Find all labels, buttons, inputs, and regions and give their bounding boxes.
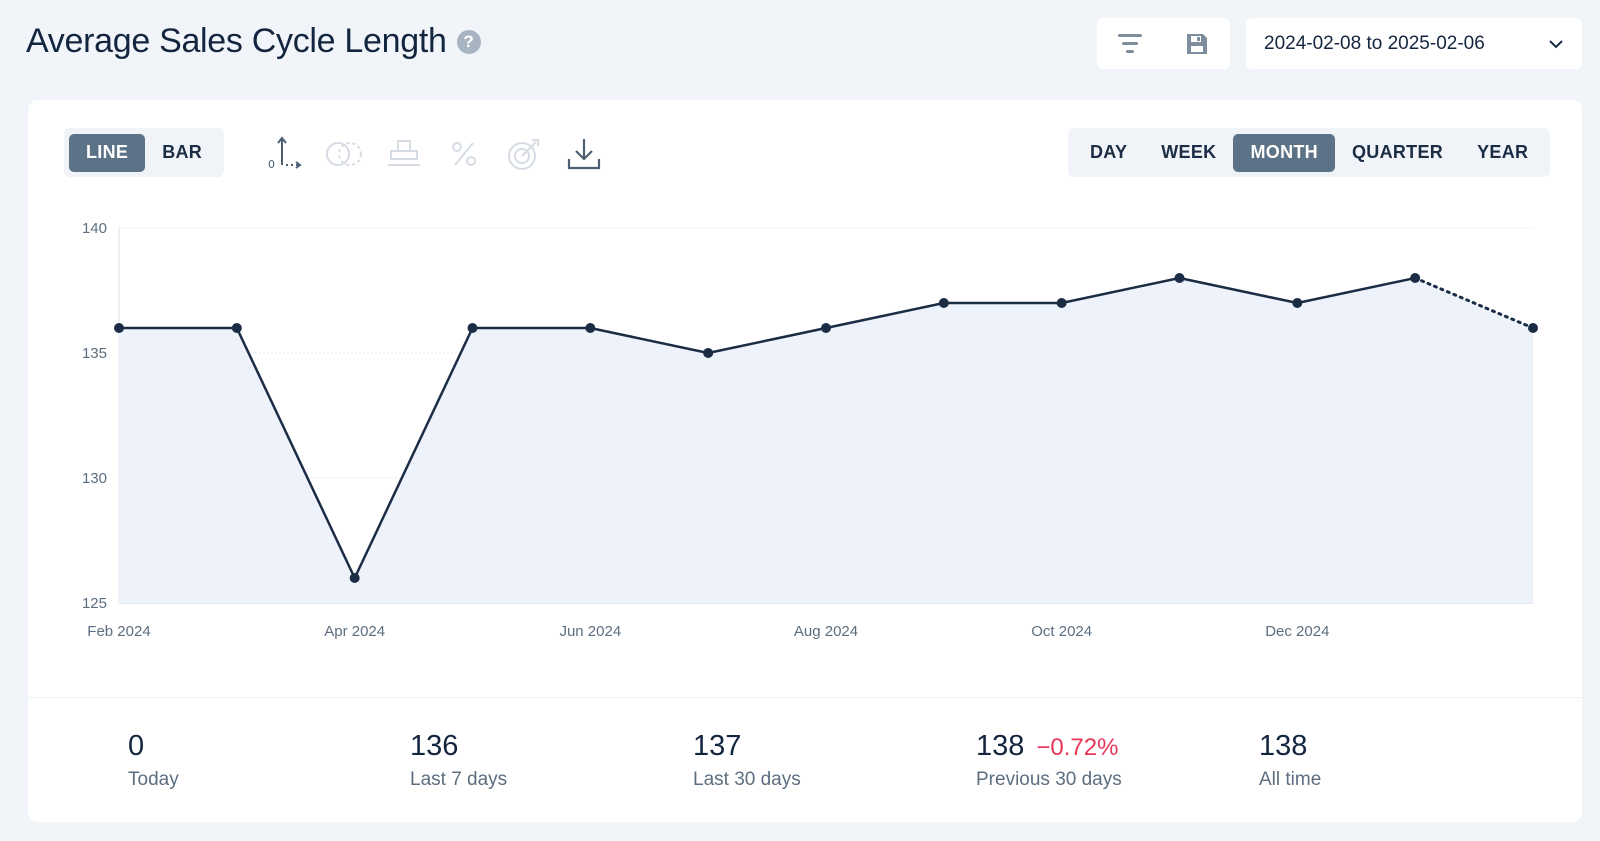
filter-icon (1118, 33, 1143, 53)
stat-value: 0 (128, 730, 145, 762)
data-point (349, 573, 360, 583)
data-point (467, 323, 478, 333)
x-tick-label: Dec 2024 (1265, 623, 1329, 640)
x-tick-label: Jun 2024 (559, 623, 621, 640)
compare-icon (326, 142, 362, 166)
save-icon (1186, 33, 1207, 54)
data-point (703, 348, 714, 358)
data-point (1410, 273, 1421, 283)
x-tick-label: Oct 2024 (1031, 623, 1092, 640)
top-toolbar (1097, 18, 1230, 69)
data-point (1292, 298, 1303, 308)
period-year-button[interactable]: YEAR (1477, 142, 1529, 162)
stat-value: 137 (693, 730, 742, 762)
stack-button[interactable] (374, 132, 434, 176)
stat-value: 138 (976, 730, 1025, 762)
stat-delta: −0.72% (1036, 734, 1119, 761)
chart-tools: 0 (254, 132, 614, 176)
filter-button[interactable] (1110, 24, 1150, 64)
help-icon[interactable]: ? (456, 29, 481, 54)
chart-card: LINE BAR 0 (28, 100, 1582, 822)
stat-value: 138 (1259, 730, 1308, 762)
stat-today: 0 Today (128, 730, 179, 791)
download-icon (567, 139, 601, 170)
axis-icon: 0 (268, 136, 302, 171)
y-tick-label: 140 (82, 220, 107, 237)
data-point (1056, 298, 1067, 308)
stat-previous-30-days: 138 −0.72% Previous 30 days (976, 730, 1122, 791)
stat-all-time: 138 All time (1259, 730, 1321, 791)
divider (28, 697, 1582, 698)
x-tick-label: Feb 2024 (87, 623, 150, 640)
percent-button[interactable] (434, 132, 494, 176)
stat-label: Last 7 days (410, 769, 508, 790)
data-point (1528, 323, 1538, 333)
stack-icon (388, 140, 420, 166)
stat-value: 136 (410, 730, 459, 762)
stat-last-7-days: 136 Last 7 days (410, 730, 507, 791)
x-tick-label: Aug 2024 (794, 623, 858, 640)
percent-icon (452, 142, 476, 166)
stat-label: Previous 30 days (976, 769, 1122, 790)
line-toggle-button[interactable]: LINE (69, 133, 146, 172)
stat-label: Today (128, 769, 179, 790)
compare-button[interactable] (314, 132, 374, 176)
y-tick-label: 135 (82, 345, 107, 362)
x-tick-label: Apr 2024 (324, 623, 385, 640)
data-point (231, 323, 242, 333)
target-button[interactable] (494, 132, 554, 176)
stat-label: Last 30 days (693, 769, 801, 790)
axis-button[interactable]: 0 (254, 132, 314, 176)
stat-label: All time (1259, 769, 1322, 790)
data-point (585, 323, 596, 333)
save-button[interactable] (1177, 24, 1217, 64)
chevron-down-icon (1549, 39, 1563, 48)
period-month-button[interactable]: MONTH (1233, 133, 1335, 172)
target-icon (508, 139, 539, 170)
bar-toggle-button[interactable]: BAR (162, 142, 203, 162)
date-range-select[interactable]: 2024-02-08 to 2025-02-06 (1246, 18, 1582, 69)
svg-text:0: 0 (268, 158, 275, 171)
data-point (1174, 273, 1185, 283)
data-point (938, 298, 949, 308)
line-chart: 125 130 135 140 Feb 2024 Apr 2024 Jun 2024 Aug … (82, 220, 1538, 640)
y-tick-label: 125 (82, 595, 107, 612)
period-week-button[interactable]: WEEK (1161, 142, 1217, 162)
series-line (119, 276, 1416, 580)
data-point (114, 323, 124, 333)
period-day-button[interactable]: DAY (1090, 142, 1128, 162)
period-toggle: DAY WEEK MONTH QUARTER YEAR (1068, 128, 1551, 177)
y-tick-label: 130 (82, 470, 107, 487)
date-range-value: 2024-02-08 to 2025-02-06 (1264, 32, 1485, 54)
period-quarter-button[interactable]: QUARTER (1351, 142, 1444, 162)
data-point (821, 323, 831, 333)
area-fill (119, 278, 1533, 603)
stat-last-30-days: 137 Last 30 days (693, 730, 801, 791)
series-line-partial (1413, 276, 1535, 330)
chart-type-toggle: LINE BAR (64, 128, 225, 177)
page-title: Average Sales Cycle Length (26, 22, 447, 60)
download-button[interactable] (554, 132, 614, 176)
title-row: Average Sales Cycle Length ? (26, 22, 481, 61)
